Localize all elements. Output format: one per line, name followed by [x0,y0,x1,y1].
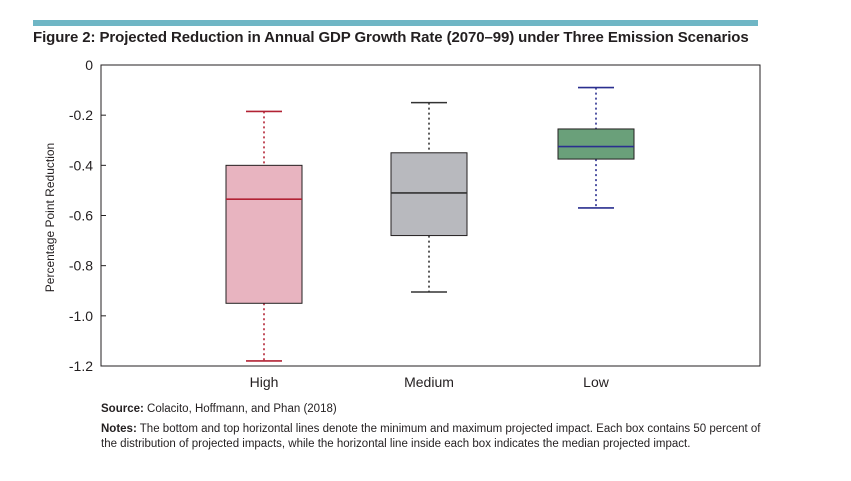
box-plot-chart: 0 -0.2 -0.4 -0.6 -0.8 -1.0 -1.2 Percentage Poin… [43,57,761,390]
y-tick-label: -0.4 [69,157,93,173]
iqr-box [557,128,635,160]
x-category-label: Low [583,374,610,390]
source-text: Colacito, Hoffmann, and Phan (2018) [147,403,337,415]
source-line: Source: Colacito, Hoffmann, and Phan (20… [101,402,761,417]
y-tick-label: -1.0 [69,308,93,324]
box-group-medium [390,101,468,293]
notes-text: The bottom and top horizontal lines deno… [101,423,761,450]
y-tick-label: -1.2 [69,358,93,374]
figure-title: Figure 2: Projected Reduction in Annual … [33,29,749,46]
iqr-box [390,152,468,237]
y-tick-label: 0 [85,57,93,73]
y-tick-label: -0.8 [69,258,93,274]
box-group-low [557,86,635,209]
y-axis-label: Percentage Point Reduction [43,143,57,292]
figure-notes: Source: Colacito, Hoffmann, and Phan (20… [101,402,761,457]
iqr-box [225,164,303,304]
x-category-label: Medium [404,374,454,390]
source-label: Source: [101,403,144,415]
y-tick-label: -0.6 [69,208,93,224]
title-accent-rule [33,20,758,26]
x-category-label: High [250,374,279,390]
notes-line: Notes: The bottom and top horizontal lin… [101,422,761,452]
notes-label: Notes: [101,423,137,435]
y-tick-label: -0.2 [69,107,93,123]
box-group-high [225,110,303,362]
